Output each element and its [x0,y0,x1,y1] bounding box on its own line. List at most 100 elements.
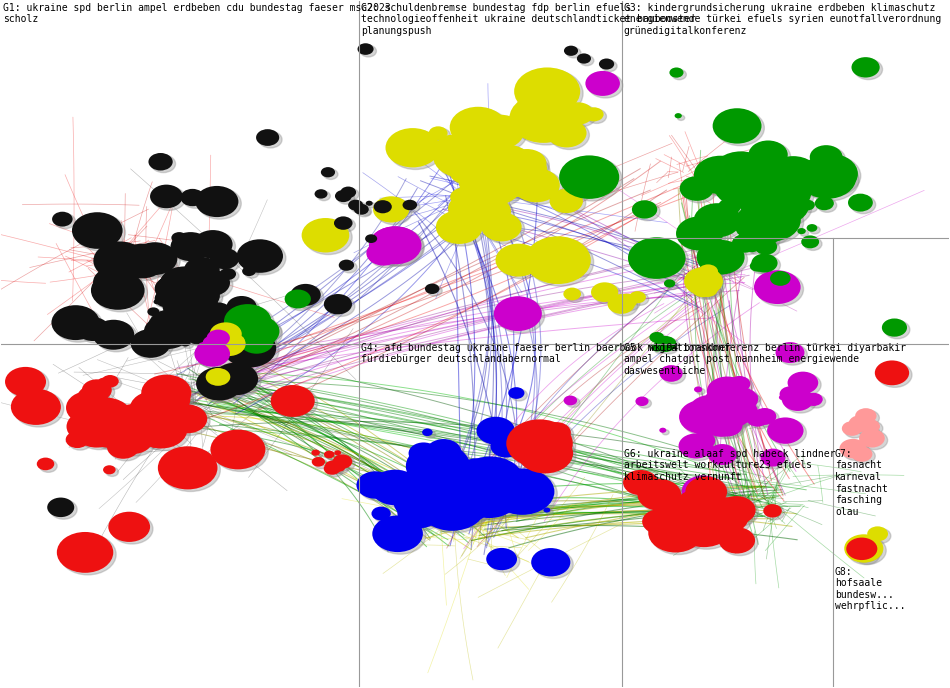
Circle shape [414,477,455,506]
Circle shape [640,481,684,513]
Circle shape [655,336,676,352]
Circle shape [37,458,54,471]
Circle shape [696,158,750,196]
Circle shape [86,422,120,446]
Circle shape [747,411,769,427]
Circle shape [168,288,218,324]
Circle shape [158,394,178,408]
Circle shape [151,312,195,343]
Circle shape [174,234,190,246]
Circle shape [768,156,819,193]
Circle shape [453,141,502,176]
Circle shape [153,387,193,416]
Circle shape [383,247,402,261]
Circle shape [158,292,182,310]
Circle shape [738,180,780,211]
Circle shape [679,400,727,434]
Circle shape [338,192,354,204]
Circle shape [403,200,417,211]
Circle shape [161,396,180,410]
Circle shape [104,417,142,444]
Circle shape [444,137,507,182]
Circle shape [370,470,420,505]
Circle shape [700,407,742,437]
Circle shape [10,389,61,425]
Circle shape [162,414,181,428]
Circle shape [734,162,754,176]
Circle shape [679,176,713,201]
Circle shape [769,179,814,212]
Circle shape [577,54,591,64]
Circle shape [594,284,621,304]
Circle shape [779,395,787,400]
Circle shape [143,315,191,349]
Circle shape [180,277,196,288]
Circle shape [362,209,370,215]
Circle shape [109,413,149,442]
Circle shape [353,204,369,215]
Circle shape [159,257,178,270]
Circle shape [713,412,740,431]
Circle shape [726,387,758,411]
Circle shape [159,267,213,306]
Circle shape [422,429,432,436]
Circle shape [454,136,505,173]
Circle shape [5,367,46,396]
Circle shape [753,220,779,238]
Circle shape [738,189,772,213]
Circle shape [154,299,161,304]
Circle shape [113,404,157,436]
Circle shape [443,481,495,519]
Circle shape [100,416,151,452]
Circle shape [238,318,282,349]
Circle shape [449,107,506,148]
Circle shape [747,244,758,252]
Circle shape [170,288,181,297]
Circle shape [93,241,146,280]
Circle shape [504,160,533,181]
Circle shape [150,385,190,414]
Circle shape [111,421,130,434]
Circle shape [51,305,100,340]
Circle shape [725,153,763,180]
Circle shape [369,226,422,264]
Circle shape [66,431,89,448]
Circle shape [337,218,355,232]
Circle shape [496,244,541,277]
Circle shape [209,323,262,361]
Circle shape [804,237,822,250]
Circle shape [475,158,495,173]
Circle shape [135,244,180,277]
Circle shape [213,431,268,471]
Circle shape [490,492,500,499]
Circle shape [653,334,667,345]
Circle shape [359,473,397,501]
Circle shape [760,234,780,248]
Circle shape [740,171,794,211]
Circle shape [875,361,909,385]
Circle shape [637,479,681,510]
Circle shape [146,256,171,273]
Circle shape [770,271,790,286]
Circle shape [852,545,877,562]
Circle shape [213,250,242,271]
Circle shape [50,499,77,519]
Circle shape [389,483,423,508]
Circle shape [507,149,546,178]
Circle shape [645,511,679,536]
Circle shape [223,330,276,367]
Circle shape [452,160,488,186]
Circle shape [734,236,760,255]
Circle shape [200,344,215,354]
Circle shape [476,168,483,173]
Circle shape [480,117,527,151]
Circle shape [196,232,236,261]
Circle shape [365,235,377,243]
Circle shape [756,410,779,427]
Circle shape [457,138,508,175]
Circle shape [706,393,715,400]
Circle shape [727,391,755,412]
Circle shape [122,400,171,436]
Circle shape [860,544,883,559]
Circle shape [458,147,497,174]
